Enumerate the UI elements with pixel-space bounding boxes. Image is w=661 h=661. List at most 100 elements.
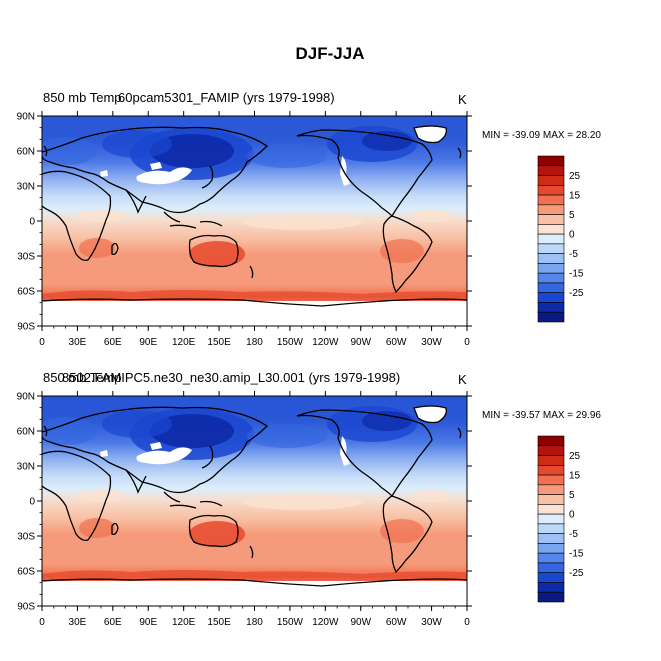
figure-title: DJF-JJA: [296, 44, 365, 63]
x-tick-label: 180: [246, 617, 263, 628]
y-tick-label: 60S: [17, 287, 35, 298]
y-tick-label: 90S: [17, 602, 35, 613]
colorbar-box: [537, 513, 565, 525]
x-tick-label: 90E: [139, 617, 157, 628]
colorbar-box: [537, 543, 565, 554]
panel-1-title-b: 60pcam5301_FAMIP (yrs 1979-1998): [118, 90, 335, 105]
colorbar-box: [537, 435, 565, 447]
colorbar-box: [537, 445, 565, 456]
colorbar-box: [537, 523, 565, 534]
y-tick-label: 60N: [17, 427, 35, 438]
colorbar-label: 0: [569, 230, 575, 241]
colorbar-label: -25: [569, 288, 584, 299]
colorbar-box: [537, 455, 565, 466]
colorbar-box: [537, 184, 565, 196]
y-tick-label: 30N: [17, 182, 35, 193]
panel-1-stats: MIN = -39.09 MAX = 28.20: [482, 130, 601, 141]
colorbar-box: [537, 474, 565, 486]
colorbar-box: [537, 572, 565, 583]
colorbar-label: -25: [569, 568, 584, 579]
colorbar-label: 15: [569, 471, 581, 482]
colorbar-box: [537, 552, 565, 564]
x-tick-label: 60E: [104, 337, 122, 348]
colorbar-box: [537, 272, 565, 284]
x-tick-label: 30W: [421, 337, 442, 348]
panel-2-units: K: [458, 372, 467, 387]
y-tick-label: 30N: [17, 462, 35, 473]
y-tick-label: 60S: [17, 567, 35, 578]
panel-1-units: K: [458, 92, 467, 107]
x-tick-label: 60W: [386, 617, 407, 628]
y-tick-label: 90S: [17, 322, 35, 333]
colorbar-2: 25 15 5 0 -5 -15 -25: [537, 435, 584, 603]
x-tick-label: 120E: [172, 337, 196, 348]
colorbar-box: [537, 194, 565, 206]
x-tick-label: 30E: [69, 617, 87, 628]
colorbar-box: [537, 311, 565, 323]
x-tick-label: 0: [464, 337, 470, 348]
panel-2: 850 mb Temp 8502.FAMIPC5.ne30_ne30.amip_…: [17, 370, 602, 628]
colorbar-box: [537, 155, 565, 167]
colorbar-box: [537, 484, 565, 495]
colorbar-box: [537, 494, 565, 505]
y-tick-label: 0: [29, 497, 35, 508]
panel-2-title-a: 850 mb Temp: [43, 370, 122, 385]
colorbar-box: [537, 302, 565, 313]
x-tick-label: 150E: [207, 337, 231, 348]
x-tick-label: 90W: [350, 337, 371, 348]
panel-2-stats: MIN = -39.57 MAX = 29.96: [482, 410, 601, 421]
y-tick-label: 90N: [17, 112, 35, 123]
panel-2-x-ticks: 0 30E 60E 90E 120E 150E 180 150W 120W 90W 60W 30W 0: [39, 391, 470, 628]
y-tick-label: 30S: [17, 252, 35, 263]
x-tick-label: 150E: [207, 617, 231, 628]
x-tick-label: 150W: [277, 337, 304, 348]
colorbar-label: 15: [569, 191, 581, 202]
x-tick-label: 90W: [350, 617, 371, 628]
x-tick-label: 120E: [172, 617, 196, 628]
x-tick-label: 30W: [421, 617, 442, 628]
colorbar-label: 25: [569, 171, 581, 182]
colorbar-label: 25: [569, 451, 581, 462]
colorbar-label: -15: [569, 269, 584, 280]
colorbar-box: [537, 243, 565, 254]
x-tick-label: 90E: [139, 337, 157, 348]
colorbar-box: [537, 582, 565, 593]
y-tick-label: 0: [29, 217, 35, 228]
colorbar-label: -5: [569, 249, 578, 260]
colorbar-box: [537, 175, 565, 186]
colorbar-box: [537, 253, 565, 264]
panel-1-title-a: 850 mb Temp: [43, 90, 122, 105]
colorbar-box: [537, 224, 565, 235]
colorbar-box: [537, 233, 565, 245]
x-tick-label: 0: [39, 337, 45, 348]
colorbar-box: [537, 263, 565, 274]
colorbar-box: [537, 282, 565, 294]
colorbar-box: [537, 533, 565, 544]
y-tick-label: 90N: [17, 392, 35, 403]
colorbar-box: [537, 464, 565, 476]
x-tick-label: 60E: [104, 617, 122, 628]
y-tick-label: 30S: [17, 532, 35, 543]
panel-2-title-b: 8502.FAMIPC5.ne30_ne30.amip_L30.001 (yrs…: [62, 370, 400, 385]
panel-1-y-ticks: 90N 60N 30N 0 30S 60S 90S: [17, 112, 472, 333]
panel-2-y-ticks: 90N 60N 30N 0 30S 60S 90S: [17, 392, 472, 613]
colorbar-label: -5: [569, 529, 578, 540]
colorbar-box: [537, 165, 565, 176]
colorbar-box: [537, 504, 565, 515]
x-tick-label: 30E: [69, 337, 87, 348]
colorbar-box: [537, 292, 565, 303]
colorbar-box: [537, 214, 565, 225]
x-tick-label: 60W: [386, 337, 407, 348]
x-tick-label: 150W: [277, 617, 304, 628]
x-tick-label: 0: [39, 617, 45, 628]
x-tick-label: 0: [464, 617, 470, 628]
panel-1: 850 mb Temp 60pcam5301_FAMIP (yrs 1979-1…: [17, 90, 602, 348]
colorbar-label: 0: [569, 510, 575, 521]
colorbar-label: 5: [569, 490, 575, 501]
colorbar-box: [537, 591, 565, 603]
colorbar-box: [537, 204, 565, 215]
colorbar-1: 25 15 5 0 -5 -15 -25: [537, 155, 584, 323]
panel-1-x-ticks: 0 30E 60E 90E 120E 150E 180 150W 120W 90W 60W 30W 0: [39, 111, 470, 348]
colorbar-label: 5: [569, 210, 575, 221]
